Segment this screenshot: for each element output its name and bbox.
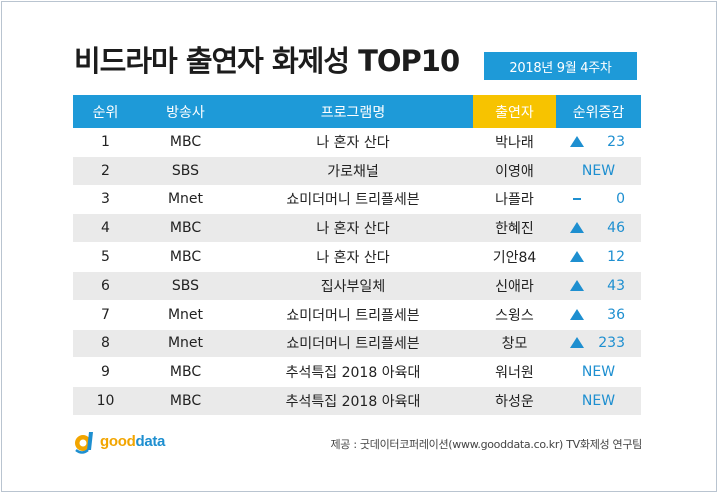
channel-cell: MBC xyxy=(169,249,202,266)
change-cell: 36 xyxy=(556,301,641,329)
table-row: 4 MBC 나 혼자 산다 한혜진 46 xyxy=(73,214,641,244)
performer-cell: 창모 xyxy=(501,336,528,353)
rank-cell: 5 xyxy=(101,249,110,266)
table-row: 9 MBC 추석특집 2018 아육대 워너원 NEW xyxy=(73,358,641,388)
header-rank: 순위 xyxy=(73,95,138,128)
change-cell: NEW xyxy=(556,157,641,185)
table-row: 10 MBC 추석특집 2018 아육대 하성운 NEW xyxy=(73,387,641,416)
logo-text-data: data xyxy=(135,432,166,450)
performer-cell: 박나래 xyxy=(495,134,534,151)
rank-cell: 10 xyxy=(96,393,115,410)
performer-cell: 신애라 xyxy=(495,278,534,295)
change-cell: 46 xyxy=(556,214,641,242)
table-row: 3 Mnet 쇼미더머니 트리플세븐 나플라 0 xyxy=(73,185,641,215)
program-cell: 쇼미더머니 트리플세븐 xyxy=(286,336,420,353)
channel-cell: MBC xyxy=(169,393,202,410)
triangle-up-icon xyxy=(570,135,584,147)
channel-cell: MBC xyxy=(169,364,202,381)
channel-cell: MBC xyxy=(169,220,202,237)
logo-text: gooddata xyxy=(100,433,165,450)
performer-cell: 기안84 xyxy=(492,250,537,267)
performer-cell: 워너원 xyxy=(495,365,534,382)
triangle-up-icon xyxy=(570,337,584,349)
program-cell: 집사부일체 xyxy=(320,278,386,295)
table-row: 1 MBC 나 혼자 산다 박나래 23 xyxy=(73,128,641,157)
triangle-up-icon xyxy=(570,222,584,234)
change-value: 233 xyxy=(598,335,625,352)
program-cell: 추석특집 2018 아육대 xyxy=(285,394,421,411)
change-cell: NEW xyxy=(556,387,641,415)
performer-cell: 하성운 xyxy=(495,394,534,411)
change-value: 12 xyxy=(607,249,625,266)
channel-cell: SBS xyxy=(171,277,200,294)
channel-cell: SBS xyxy=(171,162,200,179)
channel-cell: Mnet xyxy=(167,335,204,352)
change-cell: 23 xyxy=(556,128,641,156)
table-row: 7 Mnet 쇼미더머니 트리플세븐 스윙스 36 xyxy=(73,300,641,330)
change-cell: 0 xyxy=(556,186,641,214)
new-label: NEW xyxy=(581,162,616,179)
table-row: 2 SBS 가로채널 이영애 NEW xyxy=(73,156,641,186)
new-label: NEW xyxy=(581,393,616,410)
change-value: 36 xyxy=(607,306,625,323)
table-body: 1 MBC 나 혼자 산다 박나래 23 2 SBS 가로채널 이영애 NEW 3 Mnet 쇼미더머니… xyxy=(73,128,641,416)
triangle-up-icon xyxy=(570,251,584,263)
program-cell: 쇼미더머니 트리플세븐 xyxy=(286,192,420,209)
performer-cell: 이영애 xyxy=(495,163,534,180)
new-label: NEW xyxy=(581,364,616,381)
page-title: 비드라마 출연자 화제성 TOP10 xyxy=(74,44,460,78)
header-channel: 방송사 xyxy=(138,95,233,128)
change-cell: 43 xyxy=(556,272,641,300)
table-row: 8 Mnet 쇼미더머니 트리플세븐 창모 233 xyxy=(73,329,641,359)
change-value: 43 xyxy=(607,277,625,294)
gooddata-logo: gooddata xyxy=(72,428,165,454)
performer-cell: 한혜진 xyxy=(495,221,534,238)
rank-cell: 8 xyxy=(101,335,110,352)
change-value: 23 xyxy=(607,133,625,150)
rank-cell: 1 xyxy=(101,133,110,150)
channel-cell: MBC xyxy=(169,133,202,150)
week-badge: 2018년 9월 4주차 xyxy=(484,52,637,80)
program-cell: 가로채널 xyxy=(327,163,379,180)
logo-text-good: good xyxy=(100,432,136,450)
program-cell: 나 혼자 산다 xyxy=(316,250,390,267)
table-row: 5 MBC 나 혼자 산다 기안84 12 xyxy=(73,243,641,272)
change-value: 0 xyxy=(616,191,625,208)
change-cell: 12 xyxy=(556,243,641,271)
performer-cell: 나플라 xyxy=(495,192,534,209)
change-cell: 233 xyxy=(556,330,641,358)
performer-cell: 스윙스 xyxy=(495,307,534,324)
triangle-up-icon xyxy=(570,279,584,291)
table-header: 순위 방송사 프로그램명 출연자 순위증감 xyxy=(73,95,641,128)
change-cell: NEW xyxy=(556,358,641,386)
program-cell: 추석특집 2018 아육대 xyxy=(285,365,421,382)
ranking-table: 순위 방송사 프로그램명 출연자 순위증감 1 MBC 나 혼자 산다 박나래 23 2 S… xyxy=(73,95,641,416)
source-credit: 제공 : 굿데이터코퍼레이션(www.gooddata.co.kr) TV화제성… xyxy=(330,438,642,451)
rank-cell: 2 xyxy=(101,162,110,179)
header-program: 프로그램명 xyxy=(233,95,473,128)
dash-icon xyxy=(573,198,581,201)
header-performer: 출연자 xyxy=(473,95,556,128)
channel-cell: Mnet xyxy=(167,191,204,208)
program-cell: 나 혼자 산다 xyxy=(316,134,390,151)
change-value: 46 xyxy=(607,220,625,237)
channel-cell: Mnet xyxy=(167,306,204,323)
table-row: 6 SBS 집사부일체 신애라 43 xyxy=(73,271,641,301)
rank-cell: 9 xyxy=(101,364,110,381)
rank-cell: 6 xyxy=(101,277,110,294)
gooddata-logo-icon xyxy=(75,432,93,454)
rank-cell: 3 xyxy=(101,191,110,208)
program-cell: 쇼미더머니 트리플세븐 xyxy=(286,307,420,324)
triangle-up-icon xyxy=(570,308,584,320)
header-change: 순위증감 xyxy=(556,95,641,128)
program-cell: 나 혼자 산다 xyxy=(316,221,390,238)
rank-cell: 4 xyxy=(101,220,110,237)
rank-cell: 7 xyxy=(101,306,110,323)
